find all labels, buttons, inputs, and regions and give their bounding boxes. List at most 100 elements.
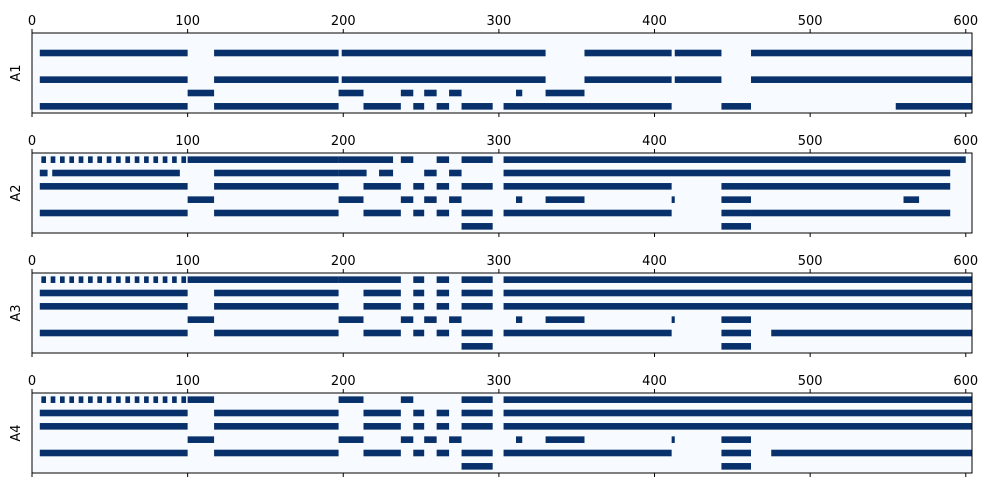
heatmap-cell	[363, 449, 401, 457]
heatmap-cell	[400, 89, 414, 97]
heatmap-cell	[97, 396, 103, 403]
heatmap-cell	[503, 449, 672, 457]
heatmap-cell	[503, 169, 951, 177]
heatmap-cell	[153, 396, 159, 403]
heatmap-cell	[461, 156, 493, 163]
heatmap-cell	[503, 303, 972, 310]
heatmap-cell	[516, 316, 523, 323]
heatmap-cell	[503, 396, 972, 403]
heatmap-cell	[751, 183, 951, 190]
x-tick-label: 300	[486, 254, 511, 269]
heatmap-cell	[721, 463, 752, 470]
heatmap-cell	[379, 169, 394, 177]
heatmap-cell	[721, 436, 752, 443]
x-tick-label: 100	[175, 374, 200, 389]
heatmap-cell	[187, 436, 215, 443]
heatmap-cell	[39, 289, 188, 297]
heatmap-cell	[363, 183, 401, 190]
heatmap-cell	[97, 276, 103, 283]
heatmap-cell	[341, 49, 364, 57]
heatmap-cell	[436, 423, 450, 430]
heatmap-cell	[187, 89, 215, 97]
heatmap-cell	[584, 49, 672, 57]
heatmap-cell	[461, 103, 493, 110]
heatmap-cell	[338, 316, 364, 323]
heatmap-cell	[214, 209, 339, 217]
x-tick-label: 600	[953, 254, 978, 269]
heatmap-cell	[903, 196, 920, 203]
heatmap-cell	[436, 449, 450, 457]
heatmap-cell	[461, 276, 493, 283]
heatmap-cell	[134, 156, 140, 163]
x-tick-label: 500	[798, 254, 823, 269]
heatmap-cell	[461, 209, 493, 217]
heatmap-cell	[214, 183, 339, 190]
heatmap-cell	[503, 156, 966, 163]
y-axis-label: A2	[9, 184, 24, 201]
heatmap-cell	[413, 449, 425, 457]
heatmap-cell	[363, 76, 546, 83]
heatmap-cell	[214, 409, 339, 417]
heatmap-cell	[449, 436, 462, 443]
heatmap-cell	[449, 169, 462, 177]
heatmap-cell	[134, 276, 140, 283]
heatmap-cell	[88, 396, 93, 403]
heatmap-cell	[39, 329, 188, 337]
heatmap-cell	[721, 316, 752, 323]
heatmap-cell	[187, 316, 215, 323]
x-tick-label: 0	[28, 14, 36, 29]
heatmap-cell	[338, 169, 367, 177]
heatmap-cell	[503, 289, 972, 297]
heatmap-cell	[41, 156, 47, 163]
heatmap-cell	[461, 396, 493, 403]
heatmap-cell	[363, 409, 401, 417]
heatmap-cell	[545, 196, 585, 203]
heatmap-cell	[172, 156, 177, 163]
heatmap-cell	[338, 196, 364, 203]
heatmap-cell	[436, 156, 450, 163]
heatmap-cell	[60, 276, 65, 283]
heatmap-cell	[721, 209, 752, 217]
heatmap-cell	[60, 156, 65, 163]
panel-frame	[31, 152, 973, 234]
y-axis-label: A1	[9, 64, 24, 81]
heatmap-panel-a3: 0 100 200 300 400 500 600 A3	[9, 254, 978, 357]
x-tick-label: 200	[331, 254, 356, 269]
x-tick-label: 200	[331, 14, 356, 29]
heatmap-cell	[584, 76, 672, 83]
heatmap-cell	[363, 329, 401, 337]
x-tick-label: 200	[331, 134, 356, 149]
y-axis-label: A3	[9, 304, 24, 321]
heatmap-cell	[338, 436, 364, 443]
heatmap-cell	[153, 156, 159, 163]
x-tick-label: 0	[28, 374, 36, 389]
heatmap-cell	[187, 156, 339, 163]
heatmap-cell	[116, 396, 121, 403]
heatmap-cell	[449, 89, 462, 97]
heatmap-cell	[363, 49, 546, 57]
heatmap-cell	[503, 329, 672, 337]
heatmap-cell	[436, 103, 450, 110]
heatmap-cell	[41, 396, 47, 403]
heatmap-cell	[214, 303, 339, 310]
heatmap-cell	[413, 303, 425, 310]
heatmap-cell	[461, 409, 493, 417]
x-tick-label: 300	[486, 134, 511, 149]
x-tick-label: 400	[642, 134, 667, 149]
heatmap-cell	[424, 196, 437, 203]
heatmap-cell	[39, 209, 188, 217]
heatmap-cell	[424, 436, 437, 443]
heatmap-cell	[461, 329, 493, 337]
heatmap-cell	[400, 156, 414, 163]
x-tick-label: 300	[486, 374, 511, 389]
x-tick-label: 500	[798, 374, 823, 389]
heatmap-cell	[363, 276, 401, 283]
heatmap-cell	[671, 316, 675, 323]
heatmap-cell	[503, 409, 972, 417]
heatmap-cell	[187, 196, 215, 203]
heatmap-cell	[516, 196, 523, 203]
heatmap-cell	[424, 316, 437, 323]
heatmap-cell	[461, 223, 493, 230]
panel-background	[32, 273, 972, 353]
heatmap-panel-a4: 0 100 200 300 400 500 600 A4	[9, 374, 978, 477]
